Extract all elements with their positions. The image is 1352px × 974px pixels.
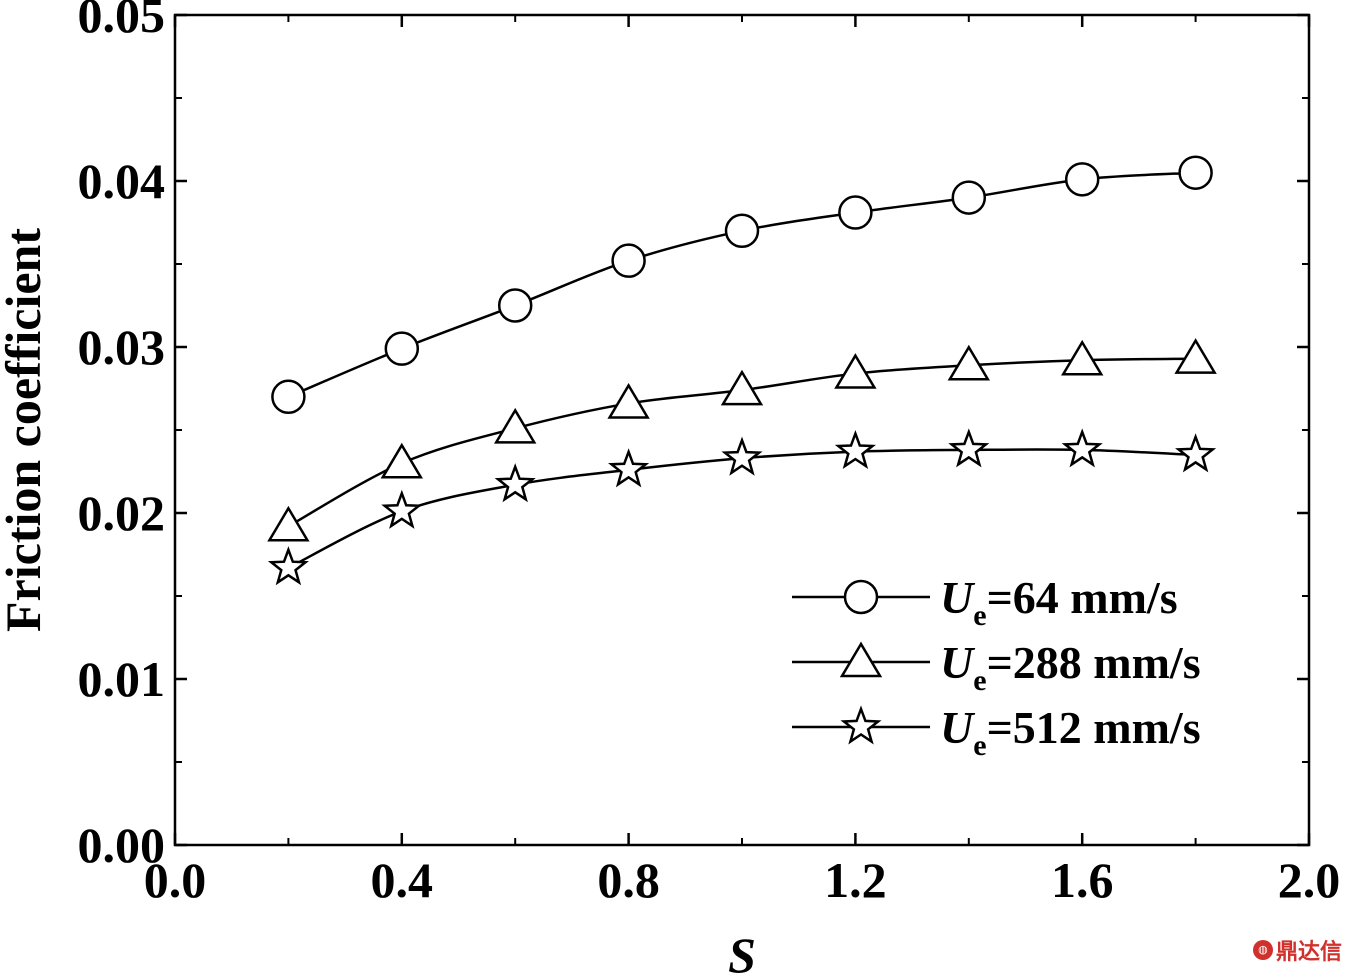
legend-marker-circle [843, 579, 879, 615]
x-tick-label: 0.4 [371, 852, 434, 908]
data-point-star [1175, 433, 1217, 473]
data-point-circle [611, 243, 646, 278]
x-tick-label: 0.0 [144, 852, 207, 908]
data-point-circle [1064, 162, 1100, 197]
data-point-star [381, 489, 423, 529]
x-tick-label: 1.6 [1051, 852, 1114, 908]
data-point-triangle [720, 369, 764, 406]
y-tick-label: 0.03 [78, 319, 166, 375]
data-point-triangle [380, 442, 423, 479]
data-point-star [834, 429, 876, 470]
y-axis-title: Friction coefficient [0, 228, 51, 632]
data-point-star [267, 546, 309, 586]
data-point-star [608, 448, 650, 488]
data-point-triangle [267, 505, 310, 542]
y-tick-label: 0.00 [78, 817, 166, 873]
data-point-star [948, 428, 990, 468]
data-point-circle [1178, 155, 1213, 190]
data-point-triangle [947, 344, 990, 381]
x-tick-label: 1.2 [824, 852, 887, 908]
data-point-triangle [1061, 339, 1104, 376]
legend-label: Ue=512 mm/s [940, 702, 1201, 762]
y-tick-label: 0.05 [78, 0, 166, 43]
legend-marker-star [840, 705, 882, 745]
y-tick-label: 0.02 [78, 485, 166, 541]
data-point-star [494, 463, 536, 503]
data-point-triangle [494, 407, 537, 444]
data-point-circle [838, 195, 873, 230]
x-tick-label: 0.8 [597, 852, 660, 908]
series-line-circle [287, 171, 1196, 398]
data-point-star [721, 436, 763, 476]
legend: Ue=64 mm/sUe=288 mm/sUe=512 mm/s [792, 572, 1201, 762]
y-tick-label: 0.04 [78, 153, 166, 209]
legend-label: Ue=288 mm/s [940, 637, 1201, 697]
watermark: ◍ 鼎达信 [1252, 934, 1342, 966]
legend-label: Ue=64 mm/s [940, 572, 1178, 632]
logo-icon: ◍ [1252, 940, 1273, 960]
data-point-triangle [1174, 338, 1217, 374]
x-tick-label: 2.0 [1278, 852, 1341, 908]
watermark-text: 鼎达信 [1275, 940, 1342, 965]
data-point-circle [384, 331, 420, 366]
data-point-circle [724, 213, 760, 249]
y-tick-label: 0.01 [78, 651, 166, 707]
data-point-triangle [607, 382, 650, 419]
legend-marker-triangle [839, 641, 883, 678]
data-point-circle [271, 379, 306, 415]
data-point-star [1061, 428, 1103, 468]
x-axis-title: S [728, 927, 756, 974]
data-point-circle [497, 288, 533, 323]
data-point-circle [951, 180, 987, 215]
data-point-triangle [834, 353, 877, 389]
series-line-star [287, 448, 1196, 569]
